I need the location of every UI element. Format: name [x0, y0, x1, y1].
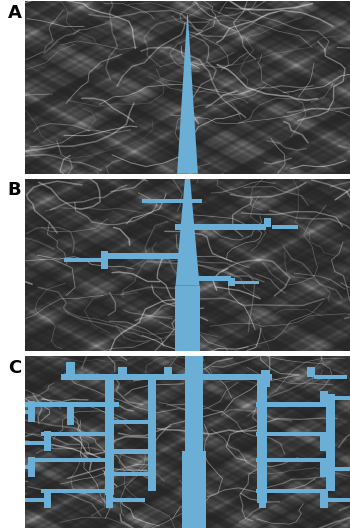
Bar [22, 402, 119, 407]
Bar [324, 498, 350, 502]
Bar [41, 489, 113, 493]
Bar [264, 218, 271, 227]
Bar [314, 375, 347, 379]
Bar [101, 251, 108, 269]
Bar [185, 356, 203, 451]
Bar [261, 370, 270, 388]
Bar [321, 458, 328, 477]
Bar [66, 362, 75, 377]
Bar [118, 367, 127, 377]
Bar [194, 374, 272, 380]
Bar [256, 489, 327, 493]
Bar [0, 410, 35, 413]
Bar [64, 258, 103, 262]
Polygon shape [177, 15, 198, 174]
Bar [44, 489, 51, 508]
Text: B: B [8, 181, 21, 200]
Bar [272, 225, 298, 229]
Bar [182, 451, 205, 528]
Bar [324, 467, 350, 470]
Bar [259, 489, 266, 508]
Bar [324, 396, 350, 400]
Bar [61, 374, 230, 380]
Bar [256, 402, 327, 407]
Bar [259, 401, 266, 422]
Bar [327, 394, 335, 491]
Text: A: A [8, 4, 21, 22]
Bar [28, 401, 35, 422]
Bar [106, 457, 113, 477]
Bar [175, 224, 266, 230]
Bar [110, 472, 155, 476]
Bar [321, 489, 328, 508]
Bar [103, 253, 194, 259]
Bar [110, 420, 155, 424]
Bar [321, 432, 328, 451]
Bar [233, 280, 259, 284]
Bar [105, 377, 114, 495]
Bar [186, 199, 202, 203]
Bar [256, 432, 327, 437]
Bar [110, 449, 155, 454]
Polygon shape [175, 178, 199, 286]
Bar [259, 432, 266, 451]
Bar [257, 377, 267, 503]
Bar [15, 498, 48, 502]
Bar [28, 457, 35, 477]
Bar [183, 277, 231, 281]
Bar [41, 432, 113, 437]
Bar [148, 377, 156, 491]
Bar [106, 489, 113, 508]
Bar [28, 458, 113, 463]
Bar [0, 465, 35, 469]
Bar [256, 458, 327, 463]
Text: C: C [8, 359, 21, 377]
Bar [228, 278, 235, 286]
Bar [15, 441, 48, 445]
Bar [44, 431, 51, 451]
Bar [142, 199, 201, 203]
Bar [67, 405, 74, 426]
Bar [164, 367, 172, 377]
Bar [307, 367, 315, 377]
Bar [175, 286, 200, 352]
Bar [113, 498, 145, 502]
Bar [259, 458, 266, 477]
Bar [321, 391, 328, 405]
